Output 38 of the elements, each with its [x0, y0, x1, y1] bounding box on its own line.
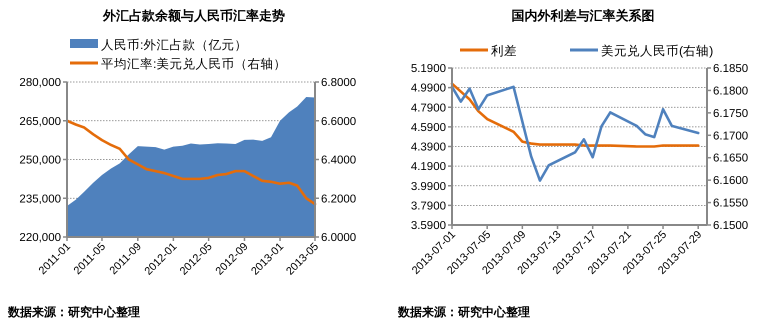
y-tick-label: 3.7900 — [410, 200, 446, 212]
source-note: 数据来源：研究中心整理 — [397, 305, 530, 319]
line-series — [66, 119, 316, 206]
y-tick-label: 4.5900 — [410, 122, 446, 134]
source-note: 数据来源：研究中心整理 — [7, 305, 140, 319]
line-series — [450, 82, 700, 148]
y2-tick-label: 6.0000 — [321, 232, 356, 244]
legend-label: 平均汇率:美元兑人民币（右轴） — [101, 56, 286, 71]
y-tick-label: 4.1900 — [410, 161, 446, 174]
legend-label: 利差 — [491, 44, 517, 58]
y-tick-label: 5.1900 — [410, 63, 446, 75]
y2-tick-label: 6.2000 — [321, 193, 356, 206]
y2-tick-label: 6.1800 — [713, 85, 748, 98]
title: 国内外利差与汇率关系图 — [512, 8, 654, 23]
y2-tick-label: 6.1500 — [713, 220, 748, 232]
y-tick-label: 4.3900 — [410, 142, 446, 154]
y-tick-label: 235,000 — [19, 193, 61, 206]
y2-tick-label: 6.1850 — [713, 63, 748, 75]
y2-tick-label: 6.8000 — [321, 77, 356, 89]
y-tick-label: 4.9900 — [410, 82, 446, 95]
y-tick-label: 4.7900 — [410, 102, 446, 114]
y2-tick-label: 6.1750 — [713, 108, 748, 120]
y-tick-label: 250,000 — [19, 154, 61, 166]
title: 外汇占款余额与人民币汇率走势 — [103, 8, 285, 23]
y-tick-label: 280,000 — [19, 77, 61, 89]
y2-tick-label: 6.6000 — [321, 116, 356, 128]
y2-tick-label: 6.4000 — [321, 154, 356, 166]
y-tick-label: 220,000 — [19, 232, 61, 244]
y-tick-label: 265,000 — [19, 116, 61, 128]
y2-tick-label: 6.1600 — [713, 175, 748, 188]
y-tick-label: 3.9900 — [410, 180, 446, 193]
legend-label: 人民币:外汇占款（亿元） — [101, 38, 248, 52]
y2-tick-label: 6.1550 — [713, 198, 748, 210]
line-series — [450, 86, 700, 182]
y2-tick-label: 6.1650 — [713, 152, 748, 165]
y2-tick-label: 6.1700 — [713, 130, 748, 142]
legend-label: 美元兑人民币(右轴) — [601, 43, 714, 58]
y-tick-label: 3.5900 — [410, 220, 446, 232]
